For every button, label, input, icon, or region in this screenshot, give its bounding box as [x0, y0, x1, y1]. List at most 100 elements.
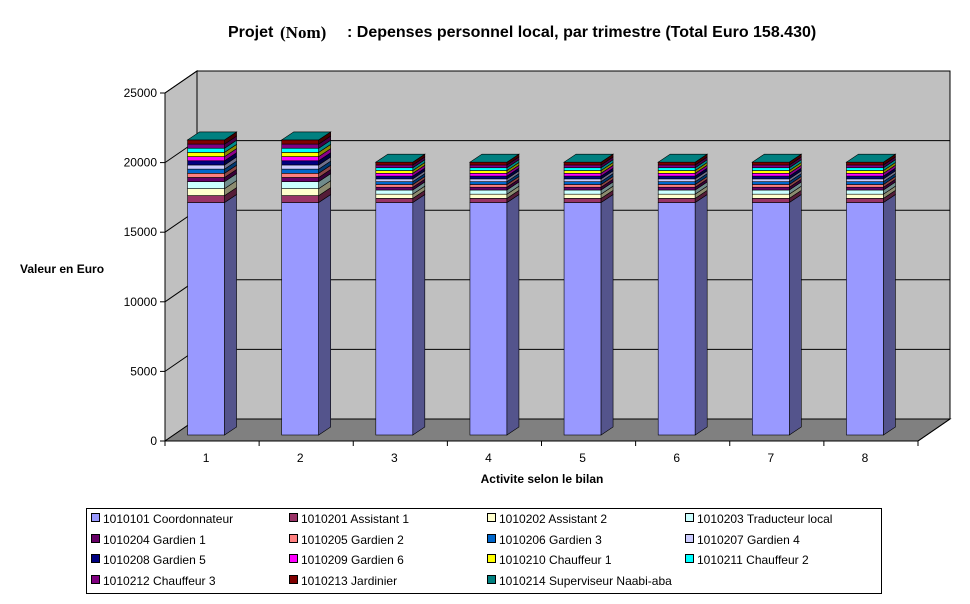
bar-segment [846, 178, 884, 182]
legend-item: 1010205 Gardien 2 [289, 533, 404, 547]
legend-item: 1010204 Gardien 1 [91, 533, 206, 547]
x-tick-label: 5 [579, 451, 586, 465]
bar-segment [563, 189, 602, 195]
bar-segment [846, 173, 884, 177]
bar-segment [657, 189, 696, 195]
legend-label: 1010202 Assistant 2 [499, 512, 608, 526]
legend-swatch [91, 533, 100, 543]
bar-segment [187, 177, 225, 182]
legend-swatch [289, 533, 298, 543]
x-axis-label: Activite selon le bilan [481, 472, 604, 486]
legend-item: 1010209 Gardien 6 [289, 553, 404, 567]
bar-segment [469, 189, 508, 195]
legend-label: 1010201 Assistant 1 [301, 512, 410, 526]
x-tick-label: 4 [485, 451, 492, 465]
legend-label: 1010211 Chauffeur 2 [697, 553, 809, 567]
bar-segment [657, 161, 696, 166]
legend-swatch [487, 574, 496, 584]
bar-segment [752, 178, 790, 182]
bar-top [280, 131, 332, 141]
bar-segment [752, 202, 790, 436]
bar-segment [187, 152, 225, 157]
bar-segment-side [694, 193, 708, 436]
bar-segment [846, 186, 884, 191]
bar-segment [846, 189, 884, 195]
bar-segment [469, 173, 508, 177]
bar-segment [563, 186, 602, 191]
bar-segment [281, 181, 319, 189]
bar-segment [752, 167, 790, 171]
bar-segment [657, 181, 696, 185]
bar-segment [469, 175, 508, 180]
y-tick-label: 15000 [124, 225, 158, 239]
legend-item: 1010202 Assistant 2 [487, 512, 607, 526]
bar-segment [563, 173, 602, 177]
x-tick-label: 8 [862, 451, 869, 465]
bar-segment [375, 184, 414, 188]
bar-segment [846, 170, 884, 174]
legend-item: 1010101 Coordonnateur [91, 512, 233, 526]
bar-segment [469, 193, 508, 199]
bar-top [468, 153, 520, 163]
chart-title-name: (Nom) [280, 23, 326, 42]
bar-segment [752, 175, 790, 180]
legend-swatch [289, 513, 298, 522]
bar-segment [752, 193, 790, 199]
legend-label: 1010204 Gardien 1 [103, 532, 206, 547]
legend-item: 1010213 Jardinier [289, 574, 397, 588]
bar-top [845, 153, 897, 163]
bar-segment [469, 164, 508, 169]
bar-segment [187, 181, 225, 189]
legend-label: 1010214 Superviseur Naabi-aba [499, 573, 672, 588]
bar-top [563, 153, 615, 163]
bar-segment [657, 170, 696, 174]
legend-label: 1010207 Gardien 4 [697, 532, 800, 547]
bar-segment [563, 184, 602, 188]
gridline [164, 70, 950, 94]
bar-segment [281, 143, 319, 149]
bar-segment [375, 178, 414, 182]
bar-segment [752, 161, 790, 166]
bar-top [751, 153, 803, 163]
legend-item: 1010214 Superviseur Naabi-aba [487, 574, 672, 588]
bar-segment [375, 193, 414, 199]
bar-segment [563, 198, 602, 203]
y-tick-label: 0 [150, 434, 157, 448]
bar-segment [563, 175, 602, 180]
bar-segment [846, 193, 884, 199]
x-tick-label: 7 [767, 451, 774, 465]
legend-swatch [685, 513, 694, 522]
bar-segment [281, 177, 319, 182]
bar-segment [657, 173, 696, 177]
legend-label: 1010209 Gardien 6 [301, 553, 404, 567]
legend-swatch [685, 554, 694, 563]
x-tick-label: 6 [673, 451, 680, 465]
bar-segment [187, 147, 225, 153]
bar-segment [281, 147, 319, 153]
bar-segment [563, 178, 602, 182]
bar-segment [375, 181, 414, 185]
bar-segment [187, 143, 225, 149]
legend-swatch [487, 554, 496, 563]
legend-swatch [487, 533, 496, 543]
legend-swatch [91, 574, 100, 584]
bar-segment [846, 167, 884, 171]
bar-segment [563, 202, 602, 436]
legend: 1010101 Coordonnateur 1010201 Assistant 1… [86, 508, 882, 594]
bar-segment [563, 164, 602, 169]
bar-segment [469, 167, 508, 171]
bar-segment [846, 198, 884, 203]
bar-segment [281, 168, 319, 174]
bar-segment [187, 160, 225, 166]
bar-segment [846, 175, 884, 180]
bar-segment [375, 173, 414, 177]
bar-segment [281, 173, 319, 178]
legend-label: 1010205 Gardien 2 [301, 532, 404, 547]
bar-top [374, 153, 426, 163]
bar-segment [657, 184, 696, 188]
bar-segment [375, 170, 414, 174]
bar-segment [657, 186, 696, 191]
bar-segment [281, 160, 319, 166]
bar-segment [469, 161, 508, 166]
